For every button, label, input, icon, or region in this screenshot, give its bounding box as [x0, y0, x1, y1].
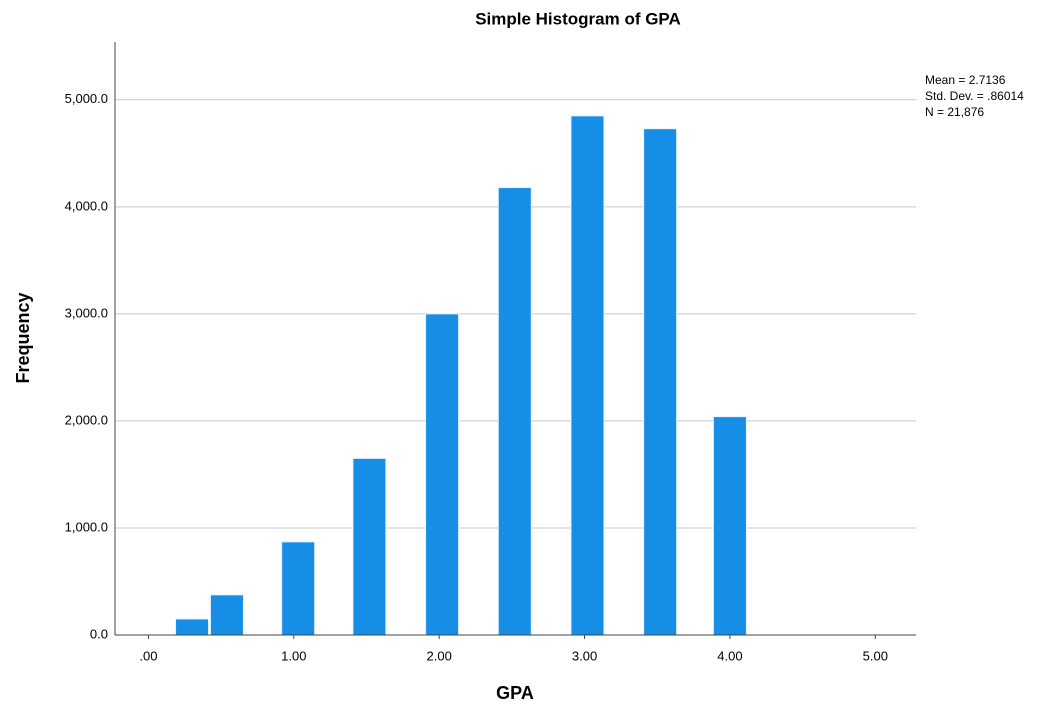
y-tick-label: 2,000.0: [65, 412, 108, 427]
stat: Mean = 2.7136: [925, 73, 1006, 87]
y-tick-label: 0.0: [90, 626, 108, 641]
x-tick-label: 1.00: [281, 648, 306, 663]
y-tick-label: 3,000.0: [65, 305, 108, 320]
x-tick-label: 4.00: [717, 648, 742, 663]
x-tick-label: 5.00: [863, 648, 888, 663]
x-tick-label: .00: [139, 648, 157, 663]
bar: [425, 313, 460, 636]
bar: [570, 115, 605, 636]
bar: [712, 416, 747, 636]
stat: Std. Dev. = .86014: [925, 89, 1024, 103]
stat: N = 21,876: [925, 105, 984, 119]
bar: [175, 618, 210, 636]
y-tick-label: 4,000.0: [65, 198, 108, 213]
x-tick-label: 3.00: [572, 648, 597, 663]
chart-title: Simple Histogram of GPA: [475, 9, 681, 28]
y-tick-label: 1,000.0: [65, 519, 108, 534]
x-axis-label: GPA: [496, 683, 534, 703]
bar: [497, 187, 532, 636]
bar: [209, 594, 244, 636]
y-axis-label: Frequency: [13, 292, 33, 383]
bar: [643, 128, 678, 636]
y-tick-label: 5,000.0: [65, 91, 108, 106]
bar: [352, 457, 387, 636]
bar: [281, 541, 316, 636]
x-tick-label: 2.00: [427, 648, 452, 663]
